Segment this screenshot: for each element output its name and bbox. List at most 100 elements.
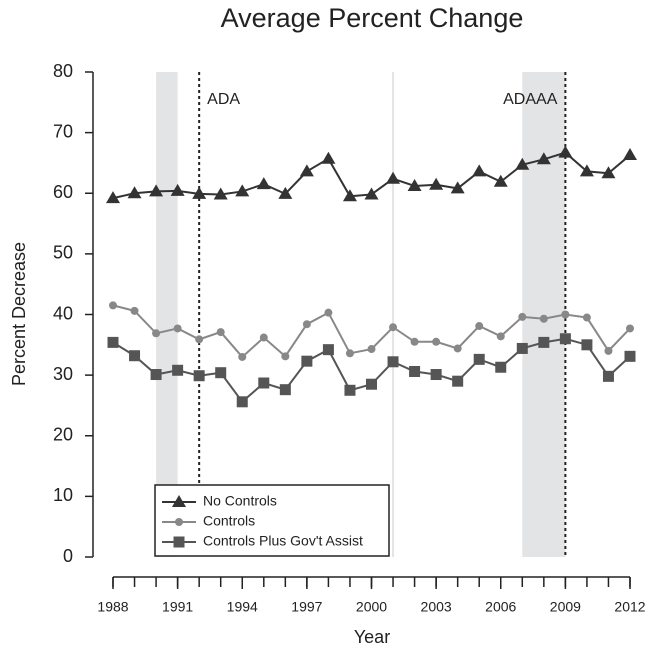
shaded-period <box>522 72 566 557</box>
point <box>301 355 313 367</box>
point <box>281 352 290 361</box>
point <box>236 396 248 408</box>
point <box>626 324 634 333</box>
point <box>407 178 422 191</box>
point <box>409 365 421 377</box>
point <box>259 333 268 342</box>
point <box>536 152 551 165</box>
point <box>258 377 270 389</box>
point <box>473 353 485 365</box>
point <box>107 336 119 348</box>
point <box>472 164 487 177</box>
point <box>299 164 314 177</box>
point <box>602 370 614 382</box>
point <box>453 344 462 353</box>
point <box>496 332 505 341</box>
legend-label: Controls <box>203 513 255 529</box>
point <box>581 339 593 351</box>
legend-marker <box>172 495 186 507</box>
legend-box <box>154 484 390 557</box>
x-tick-label: 1997 <box>291 599 322 615</box>
point <box>624 350 636 362</box>
point <box>410 337 419 346</box>
point <box>389 323 398 332</box>
point <box>475 322 484 331</box>
point <box>538 336 550 348</box>
event-label: ADAAA <box>503 91 558 108</box>
chart-title: Average Percent Change <box>221 3 524 33</box>
y-tick-label: 40 <box>53 303 73 323</box>
point <box>256 177 271 190</box>
point <box>192 186 207 199</box>
point <box>321 151 336 164</box>
x-tick-label: 2012 <box>614 599 645 615</box>
y-tick-label: 20 <box>53 425 73 445</box>
legend-marker <box>175 518 183 526</box>
point <box>561 310 570 319</box>
point <box>452 375 464 387</box>
legend-label: Controls Plus Gov't Assist <box>203 533 363 549</box>
point <box>345 349 354 358</box>
point <box>278 186 293 199</box>
point <box>515 157 530 170</box>
point <box>558 145 573 158</box>
point <box>170 183 185 196</box>
point <box>235 184 250 197</box>
point <box>193 370 205 382</box>
point <box>386 171 401 184</box>
point <box>582 313 591 322</box>
y-tick-label: 30 <box>53 364 73 384</box>
y-tick-label: 50 <box>53 243 73 263</box>
event-label: ADA <box>207 91 240 108</box>
point <box>518 312 527 321</box>
point <box>129 350 141 362</box>
x-tick-label: 2009 <box>550 599 581 615</box>
y-tick-label: 80 <box>53 61 73 81</box>
point <box>516 342 528 354</box>
point <box>215 367 227 379</box>
point <box>216 328 225 337</box>
point <box>367 345 376 354</box>
x-tick-label: 1991 <box>162 599 193 615</box>
y-tick-label: 70 <box>53 121 73 141</box>
point <box>601 166 616 179</box>
point <box>130 306 139 315</box>
point <box>150 369 162 381</box>
point <box>366 378 377 390</box>
point <box>450 181 465 194</box>
x-tick-label: 2000 <box>356 599 387 615</box>
point <box>324 308 333 317</box>
point <box>430 369 442 381</box>
y-tick-label: 60 <box>53 182 73 202</box>
y-tick-label: 10 <box>53 485 73 505</box>
point <box>152 329 161 338</box>
x-tick-label: 2006 <box>485 599 516 615</box>
point <box>302 320 311 329</box>
y-axis-label: Percent Decrease <box>9 242 29 386</box>
y-tick-label: 0 <box>63 546 73 566</box>
point <box>493 174 508 187</box>
point <box>106 191 120 204</box>
point <box>495 361 507 373</box>
point <box>432 337 441 346</box>
point <box>364 187 379 200</box>
point <box>238 352 247 361</box>
point <box>429 177 444 190</box>
point <box>322 344 334 356</box>
point <box>195 335 204 344</box>
point <box>213 187 228 200</box>
point <box>559 333 571 345</box>
x-tick-label: 1988 <box>97 599 128 615</box>
point <box>342 189 357 202</box>
point <box>109 301 117 310</box>
point <box>623 148 637 161</box>
legend-marker <box>173 536 185 548</box>
point <box>344 384 356 396</box>
point <box>387 356 399 368</box>
point <box>172 364 184 376</box>
point <box>279 384 291 396</box>
legend-label: No Controls <box>203 493 277 509</box>
point <box>604 346 613 355</box>
x-tick-label: 1994 <box>227 599 258 615</box>
